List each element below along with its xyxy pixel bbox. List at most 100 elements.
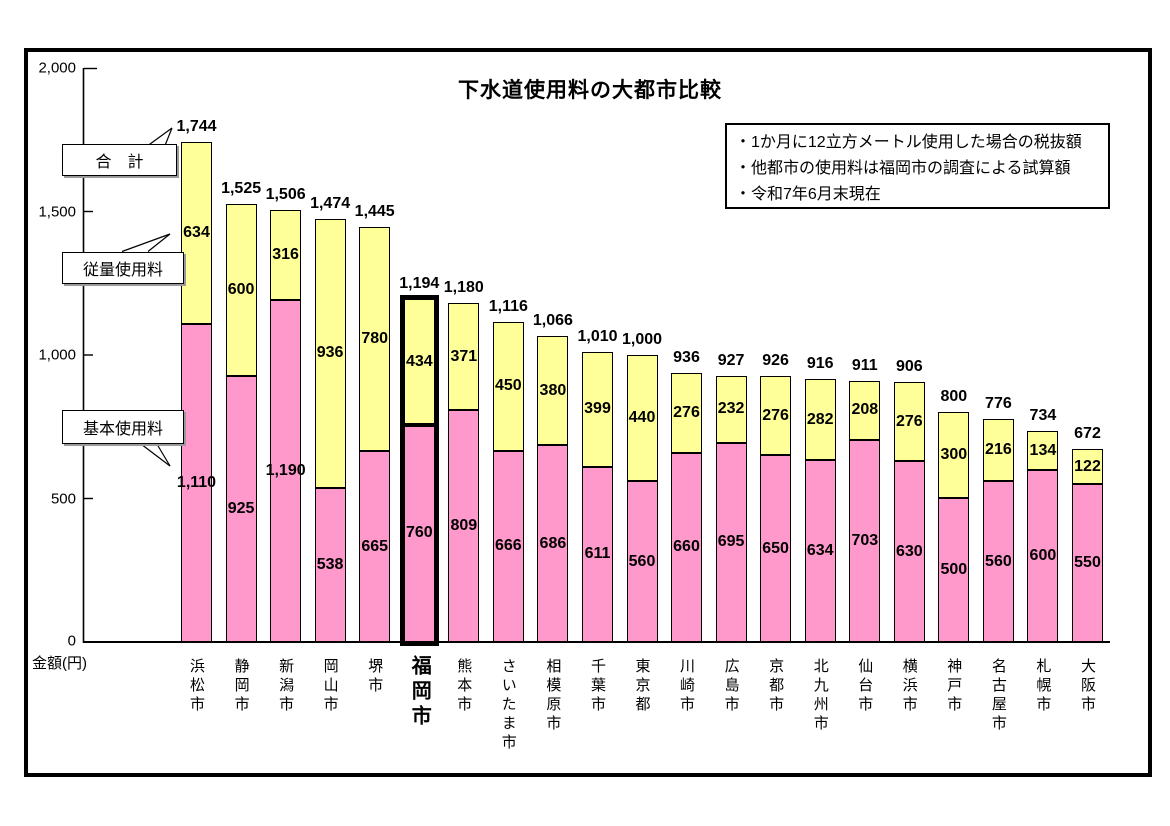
basic-fee-label: 650 — [762, 539, 789, 557]
volume-fee-segment — [403, 299, 435, 424]
total-label: 734 — [1029, 407, 1057, 425]
city-label-静岡市: 静岡市 — [232, 658, 250, 715]
basic-fee-label: 634 — [806, 542, 834, 559]
volume-fee-segment — [314, 219, 346, 488]
basic-fee-segment — [1027, 469, 1059, 642]
volume-fee-label: 276 — [673, 404, 700, 421]
city-label-岡山市: 岡山市 — [321, 658, 339, 715]
notes-box: ・1か月に12立方メートル使用した場合の税抜額 ・他都市の使用料は福岡市の調査に… — [725, 123, 1110, 209]
bar-新潟市 — [270, 209, 302, 642]
volume-fee-segment — [537, 336, 569, 446]
volume-fee-segment — [671, 373, 702, 453]
bar-さいたま市 — [492, 321, 524, 642]
total-label: 911 — [851, 356, 878, 374]
total-label: 936 — [673, 349, 700, 367]
bar-名古屋市 — [982, 419, 1014, 642]
y-tick-1000: 1,000 — [38, 346, 76, 364]
basic-fee-label: 1,110 — [176, 473, 217, 491]
basic-fee-segment — [492, 450, 524, 642]
volume-fee-label: 450 — [494, 377, 522, 395]
city-label-福岡市: 福岡市 — [408, 655, 431, 730]
city-label-名古屋市: 名古屋市 — [989, 658, 1007, 734]
y-tick-500: 500 — [50, 490, 76, 507]
volume-fee-label: 122 — [1074, 457, 1101, 475]
bar-北九州市 — [804, 379, 836, 642]
basic-fee-segment — [849, 440, 881, 642]
total-label: 1,000 — [621, 331, 663, 348]
volume-fee-label: 371 — [450, 347, 478, 365]
basic-fee-label: 695 — [717, 533, 745, 551]
volume-fee-label: 276 — [762, 406, 789, 424]
city-label-新潟市: 新潟市 — [277, 658, 295, 715]
volume-fee-segment — [626, 355, 658, 482]
city-label-相模原市: 相模原市 — [544, 658, 562, 734]
basic-fee-label: 703 — [851, 532, 879, 550]
volume-fee-label: 634 — [183, 223, 210, 241]
city-label-仙台市: 仙台市 — [856, 658, 874, 715]
total-label: 800 — [940, 388, 968, 406]
total-label: 1,474 — [310, 195, 351, 212]
basic-fee-label: 550 — [1074, 554, 1101, 572]
basic-fee-segment — [359, 451, 391, 643]
volume-fee-segment — [804, 379, 836, 460]
basic-fee-label: 665 — [361, 537, 389, 555]
basic-fee-segment — [314, 487, 346, 642]
total-label: 927 — [717, 352, 745, 369]
bar-岡山市 — [314, 219, 346, 642]
bar-千葉市 — [582, 352, 613, 642]
bar-堺市 — [359, 227, 391, 643]
basic-fee-segment — [804, 459, 836, 642]
total-label: 1,010 — [577, 328, 618, 346]
basic-fee-segment — [760, 455, 792, 642]
city-label-熊本市: 熊本市 — [455, 658, 473, 715]
basic-fee-label: 809 — [450, 516, 478, 534]
volume-fee-label: 232 — [717, 400, 745, 418]
volume-fee-label: 440 — [628, 409, 656, 427]
basic-fee-label: 500 — [940, 561, 968, 579]
volume-fee-label: 600 — [227, 281, 255, 299]
volume-fee-segment — [1072, 449, 1103, 485]
volume-fee-segment — [448, 303, 480, 410]
volume-fee-label: 208 — [851, 401, 879, 419]
basic-fee-label: 630 — [895, 542, 923, 560]
volume-fee-segment — [938, 412, 970, 499]
total-label: 672 — [1074, 425, 1101, 443]
city-label-北九州市: 北九州市 — [811, 658, 829, 734]
y-tick-1500: 1,500 — [38, 203, 76, 220]
bar-札幌市 — [1027, 431, 1059, 642]
bar-熊本市 — [448, 303, 480, 642]
volume-fee-segment — [270, 209, 302, 301]
volume-fee-segment — [982, 419, 1014, 482]
volume-fee-segment — [492, 321, 524, 451]
basic-fee-label: 611 — [584, 545, 611, 563]
bar-神戸市 — [938, 412, 970, 642]
note-line-1: ・1か月に12立方メートル使用した場合の税抜額 — [735, 134, 1082, 151]
city-label-堺市: 堺市 — [366, 658, 384, 696]
basic-fee-segment — [582, 466, 613, 642]
bar-大阪市 — [1072, 449, 1103, 642]
chart-title: 下水道使用料の大都市比較 — [458, 79, 722, 102]
volume-fee-segment — [715, 376, 747, 443]
volume-fee-label: 276 — [895, 412, 923, 430]
volume-fee-label: 134 — [1029, 441, 1057, 459]
total-label: 1,445 — [354, 203, 395, 221]
note-line-2: ・他都市の使用料は福岡市の調査による試算額 — [735, 160, 1071, 177]
total-label: 1,744 — [176, 117, 217, 135]
bar-東京都 — [626, 355, 658, 642]
volume-fee-label: 316 — [272, 246, 299, 264]
basic-fee-segment — [671, 452, 702, 642]
basic-fee-segment — [1072, 484, 1103, 642]
city-label-千葉市: 千葉市 — [589, 658, 606, 715]
volume-fee-label: 780 — [361, 330, 389, 348]
basic-fee-label: 686 — [539, 534, 567, 552]
basic-fee-segment — [715, 442, 747, 643]
basic-fee-label: 666 — [494, 537, 522, 555]
y-axis-unit-label: 金額(円) — [32, 655, 87, 672]
total-label: 776 — [985, 395, 1012, 413]
city-label-大阪市: 大阪市 — [1079, 658, 1096, 715]
total-label: 1,180 — [443, 279, 484, 297]
legend-volume-callout: 従量使用料 — [62, 252, 184, 284]
basic-fee-segment — [982, 481, 1014, 642]
basic-fee-label: 1,190 — [265, 462, 306, 480]
volume-fee-label: 380 — [539, 381, 567, 399]
